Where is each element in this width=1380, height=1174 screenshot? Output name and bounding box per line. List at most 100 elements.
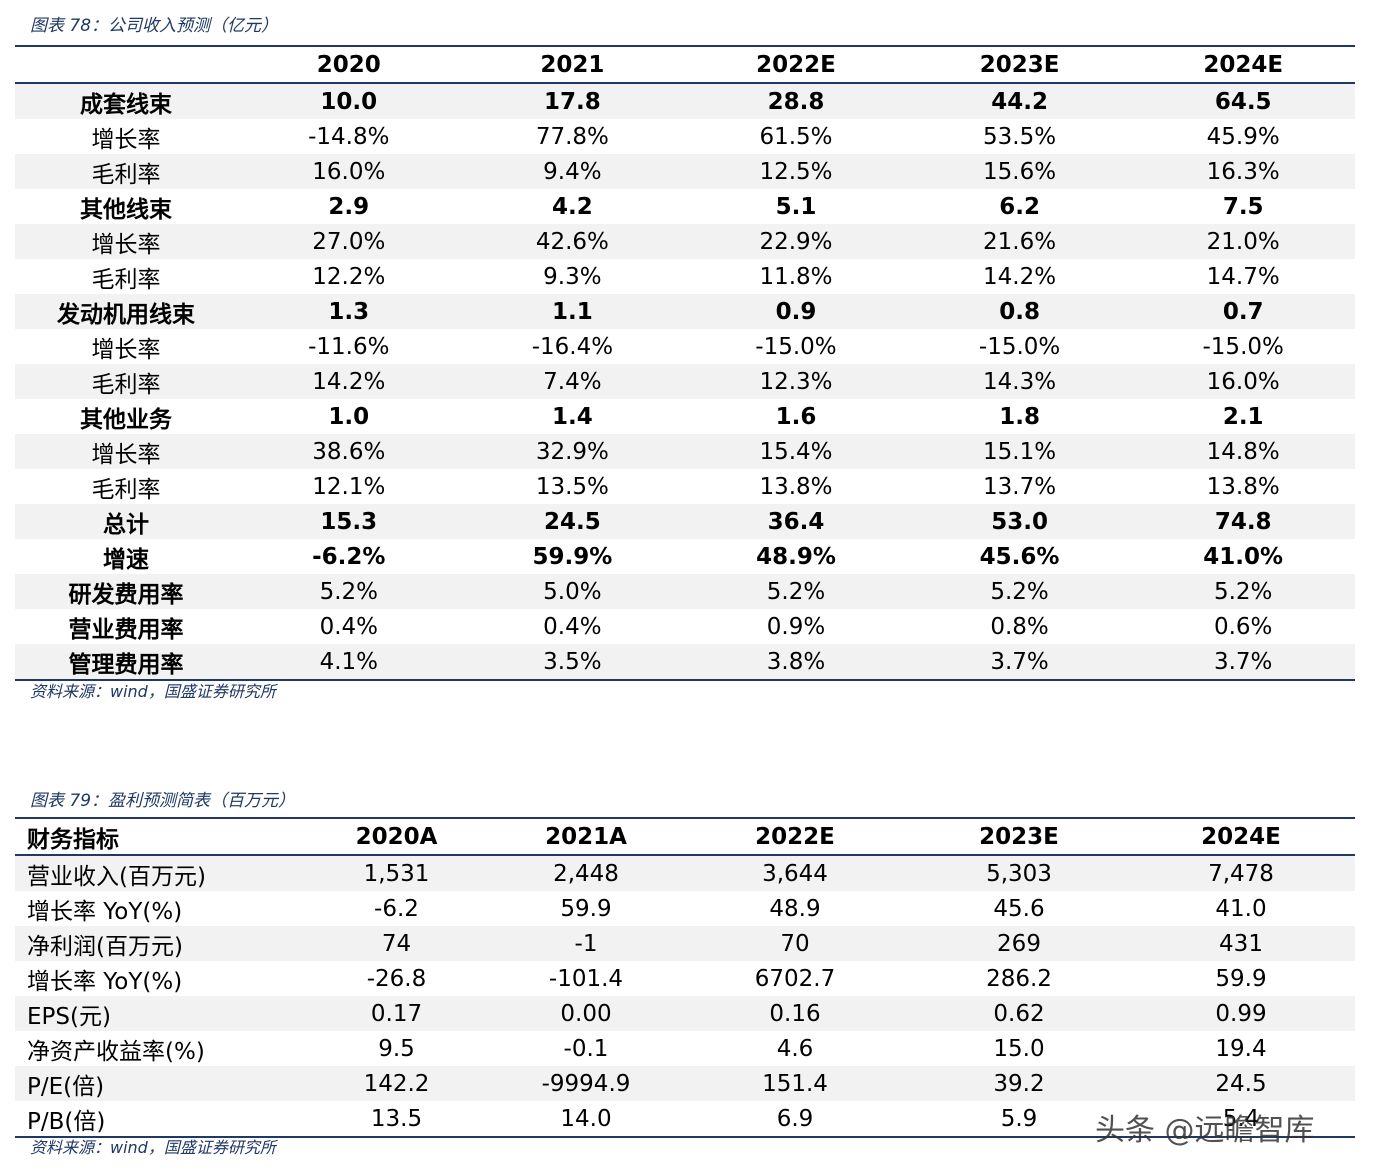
header-cell: 2021A <box>493 817 679 856</box>
row-label: 其他业务 <box>80 406 172 433</box>
row: 其他业务 1.0 1.4 1.6 1.8 2.1 <box>15 399 1355 434</box>
cell: 14.2% <box>983 263 1057 290</box>
cell: 0.00 <box>493 996 679 1031</box>
cell: 5.2% <box>1131 574 1355 609</box>
cell: 13.5% <box>535 473 609 500</box>
cell: 42.6% <box>460 224 685 259</box>
cell: 0.4% <box>543 613 602 640</box>
cell: 28.8 <box>684 83 908 119</box>
cell: 3,644 <box>679 855 911 891</box>
cell: 21.0% <box>1131 224 1355 259</box>
cell: 7.4% <box>460 364 685 399</box>
cell: 59.9% <box>532 543 613 570</box>
header-cell: 2020 <box>237 45 461 84</box>
header-cell: 2023E <box>907 45 1132 84</box>
cell: 0.7 <box>1131 294 1355 329</box>
cell: 11.8% <box>759 263 833 290</box>
row: 毛利率 16.0% 9.4% 12.5% 15.6% 16.3% <box>15 154 1355 189</box>
cell: -14.8% <box>308 123 390 150</box>
row-label: 管理费用率 <box>15 644 237 681</box>
row: 总计 15.3 24.5 36.4 53.0 74.8 <box>15 504 1355 539</box>
header-cell: 2022E <box>679 817 911 856</box>
cell: 5.2% <box>684 574 908 609</box>
cell: 9.3% <box>543 263 602 290</box>
cell: 431 <box>1127 926 1355 961</box>
row: 毛利率 12.1% 13.5% 13.8% 13.7% 13.8% <box>15 469 1355 504</box>
cell: 14.8% <box>1131 434 1355 469</box>
cell: 0.99 <box>1127 996 1355 1031</box>
cell: 70 <box>679 926 911 961</box>
cell: 77.8% <box>535 123 609 150</box>
cell: 12.3% <box>684 364 908 399</box>
row-label: 毛利率 <box>15 154 237 189</box>
cell: 21.6% <box>907 224 1132 259</box>
cell: 269 <box>911 926 1127 961</box>
watermark: 头条 @远瞻智库 <box>1095 1113 1315 1148</box>
cell: 0.9 <box>684 294 908 329</box>
cell: 13.7% <box>983 473 1057 500</box>
cell: 15.4% <box>684 434 908 469</box>
cell: 53.5% <box>983 123 1057 150</box>
row-label: 营业费用率 <box>68 616 184 643</box>
cell: 3.7% <box>1131 644 1355 681</box>
cell: 9.4% <box>460 154 685 189</box>
row: 管理费用率 4.1% 3.5% 3.8% 3.7% 3.7% <box>15 644 1355 681</box>
row: P/B(倍) 13.5 14.0 6.9 5.9 5.4 <box>15 1101 1355 1138</box>
cell: 286.2 <box>986 965 1052 992</box>
cell: 14.7% <box>1206 263 1280 290</box>
cell: 2,448 <box>493 855 679 891</box>
cell: -15.0% <box>755 333 837 360</box>
cell: 1.4 <box>552 403 593 430</box>
cell: 14.0 <box>493 1101 679 1138</box>
cell: 5.1 <box>775 193 817 220</box>
row-label: 毛利率 <box>15 364 237 399</box>
header-cell: 2022E <box>684 45 908 84</box>
row-label: 成套线束 <box>15 83 237 119</box>
cell: 44.2 <box>907 83 1132 119</box>
cell: 64.5 <box>1131 83 1355 119</box>
row: 增长率 -14.8% 77.8% 61.5% 53.5% 45.9% <box>15 119 1355 154</box>
cell: 1.6 <box>775 403 817 430</box>
row: 净资产收益率(%) 9.5 -0.1 4.6 15.0 19.4 <box>15 1031 1355 1066</box>
row: 增长率 YoY(%) -6.2 59.9 48.9 45.6 41.0 <box>15 891 1355 926</box>
row: 发动机用线束 1.3 1.1 0.9 0.8 0.7 <box>15 294 1355 329</box>
header-cell: 2024E <box>1131 45 1355 84</box>
cell: -0.1 <box>563 1035 609 1062</box>
row-label: 增长率 <box>91 126 161 153</box>
cell: 0.16 <box>679 996 911 1031</box>
row-label: 增长率 <box>15 224 237 259</box>
cell: 0.17 <box>300 996 493 1031</box>
cell: -1 <box>493 926 679 961</box>
cell: 15.0 <box>993 1035 1045 1062</box>
cell: 17.8 <box>460 83 685 119</box>
header-cell: 财务指标 <box>15 817 300 856</box>
row-label: 净资产收益率(%) <box>27 1038 205 1065</box>
cell: 32.9% <box>460 434 685 469</box>
cell: 1,531 <box>300 855 493 891</box>
cell: -11.6% <box>308 333 390 360</box>
cell: 5.4 <box>1127 1101 1355 1138</box>
cell: 45.6% <box>979 543 1060 570</box>
cell: 16.0% <box>1131 364 1355 399</box>
row-label: 营业收入(百万元) <box>15 855 300 891</box>
cell: 0.8% <box>990 613 1049 640</box>
profit-table: 财务指标 2020A 2021A 2022E 2023E 2024E 营业收入(百万元) 1,… <box>15 817 1355 1138</box>
cell: 15.3 <box>237 504 461 539</box>
row-label: EPS(元) <box>15 996 300 1031</box>
cell: 3.8% <box>684 644 908 681</box>
header-cell <box>15 45 237 84</box>
cell: 24.5 <box>460 504 685 539</box>
header-cell: 2020A <box>300 817 493 856</box>
row-label: 增长率 YoY(%) <box>27 968 183 995</box>
cell: 151.4 <box>679 1066 911 1101</box>
cell: 5.2% <box>907 574 1132 609</box>
row: 成套线束 10.0 17.8 28.8 44.2 64.5 <box>15 83 1355 119</box>
row: P/E(倍) 142.2 -9994.9 151.4 39.2 24.5 <box>15 1066 1355 1101</box>
cell: 2.9 <box>328 193 370 220</box>
cell: 61.5% <box>759 123 833 150</box>
cell: 41.0% <box>1203 543 1284 570</box>
cell: 27.0% <box>237 224 461 259</box>
cell: 12.5% <box>684 154 908 189</box>
caption: 图表 79：盈利预测简表（百万元） <box>30 791 296 811</box>
header-cell: 2024E <box>1127 817 1355 856</box>
